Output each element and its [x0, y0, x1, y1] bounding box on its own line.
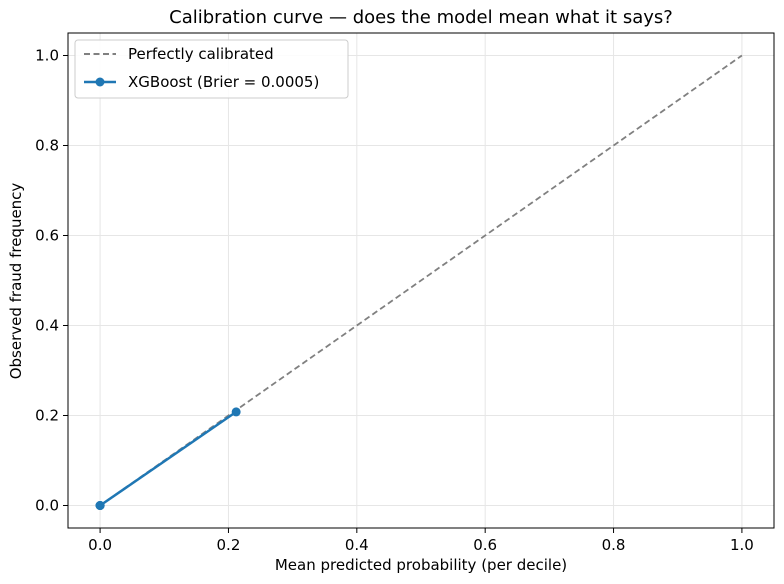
- plot-frame: [67, 32, 775, 529]
- xgboost-data-point: [95, 501, 105, 510]
- xgboost-calibration-line: [99, 410, 237, 507]
- legend-label-perfect: Perfectly calibrated: [128, 45, 274, 63]
- x-tick-label: 0.0: [88, 536, 112, 554]
- legend-box: [74, 39, 349, 99]
- y-axis-label: Observed fraud frequency: [7, 183, 25, 380]
- legend: Perfectly calibrated XGBoost (Brier = 0.…: [74, 39, 349, 99]
- plot-series: [95, 54, 743, 510]
- chart-title: Calibration curve — does the model mean …: [169, 7, 673, 28]
- y-tick-label: 1.0: [35, 47, 59, 65]
- y-tick-label: 0.6: [35, 227, 59, 245]
- y-tick-label: 0.8: [35, 137, 59, 155]
- grid-lines: [68, 33, 774, 528]
- xgboost-data-point: [231, 407, 241, 417]
- y-tick-label: 0.2: [35, 407, 59, 425]
- legend-marker-xgboost: [95, 77, 105, 87]
- x-axis-label: Mean predicted probability (per decile): [275, 556, 567, 574]
- perfect-calibration-line: [99, 54, 743, 507]
- x-tick-label: 0.6: [473, 536, 497, 554]
- axis-ticks: 0.0 0.2 0.4 0.6 0.8 1.0 0.0 0.2 0.4 0.6 0.8 1.0: [35, 47, 754, 555]
- y-tick-label: 0.4: [35, 317, 59, 335]
- y-tick-label: 0.0: [35, 497, 59, 515]
- legend-label-xgboost: XGBoost (Brier = 0.0005): [128, 73, 319, 91]
- x-tick-label: 1.0: [730, 536, 754, 554]
- x-tick-label: 0.2: [217, 536, 241, 554]
- x-tick-label: 0.8: [602, 536, 626, 554]
- x-tick-label: 0.4: [345, 536, 369, 554]
